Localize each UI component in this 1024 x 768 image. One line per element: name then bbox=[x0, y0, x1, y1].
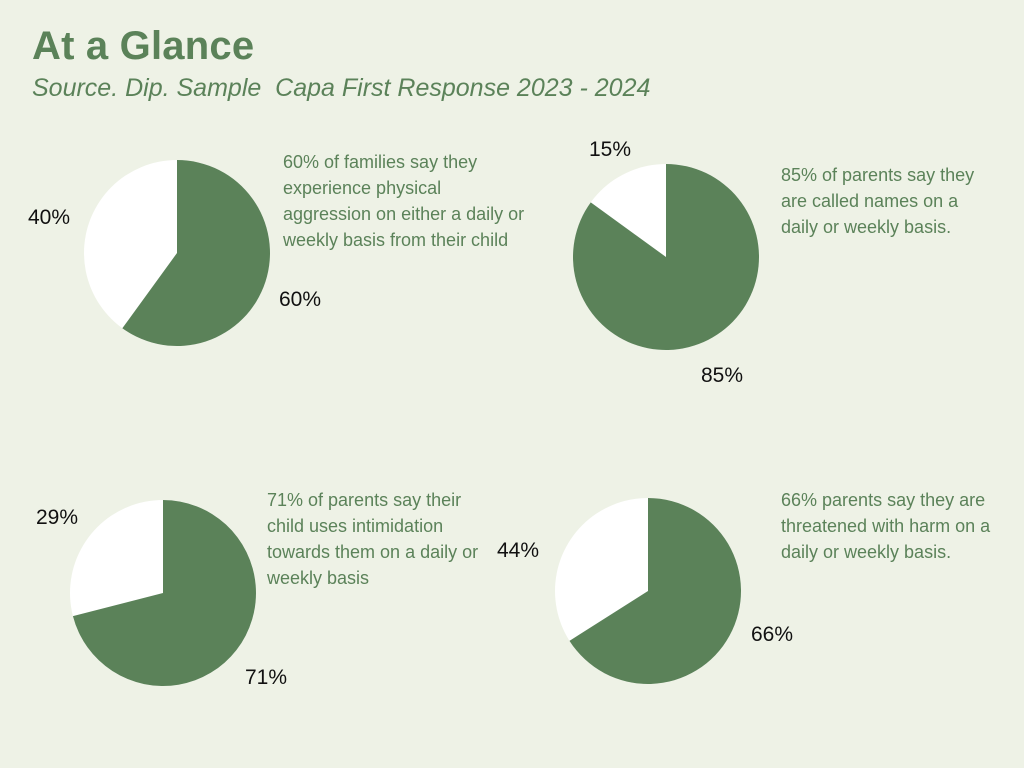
slice-label-light: 29% bbox=[36, 506, 79, 529]
chart-caption: 85% of parents say they are called names… bbox=[781, 165, 975, 237]
pie-chart-physical-aggression bbox=[84, 160, 270, 346]
page-title: At a Glance bbox=[32, 24, 255, 68]
chart-caption: 66% parents say they are threatened with… bbox=[781, 490, 991, 562]
pie-slice-accent bbox=[573, 164, 759, 350]
slice-label-light: 15% bbox=[589, 138, 632, 161]
slice-label-accent: 85% bbox=[701, 364, 744, 387]
page-subtitle: Source. Dip. Sample Capa First Response … bbox=[32, 74, 651, 102]
pie-chart-called-names bbox=[573, 164, 759, 350]
pie-slice-accent bbox=[122, 160, 270, 346]
slice-label-accent: 60% bbox=[279, 288, 322, 311]
slice-label-accent: 66% bbox=[751, 623, 794, 646]
chart-caption: 60% of families say they experience phys… bbox=[283, 152, 525, 250]
slice-label-light: 40% bbox=[28, 206, 71, 229]
slice-label-light: 44% bbox=[497, 539, 540, 562]
slice-label-accent: 71% bbox=[245, 666, 288, 689]
pie-slice-accent bbox=[569, 498, 741, 684]
chart-caption: 71% of parents say their child uses inti… bbox=[267, 490, 479, 588]
pie-chart-intimidation bbox=[70, 500, 256, 686]
pie-slice-accent bbox=[72, 500, 256, 686]
pie-chart-threatened-harm bbox=[555, 498, 741, 684]
